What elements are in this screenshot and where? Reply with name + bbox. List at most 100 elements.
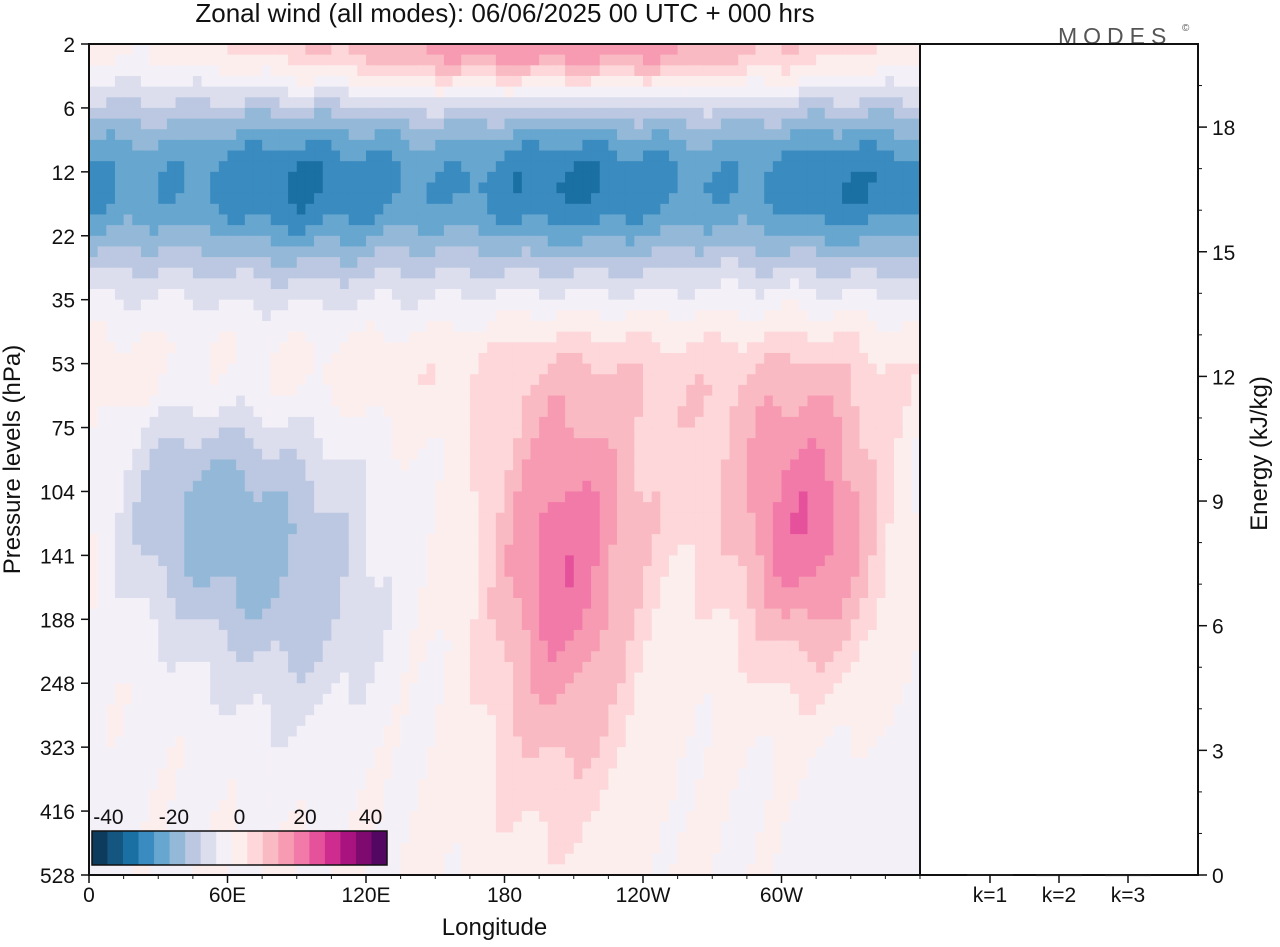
heatmap-cell: [158, 321, 168, 333]
heatmap-cell: [270, 448, 281, 461]
heatmap-cell: [833, 129, 843, 141]
heatmap-cell: [807, 97, 817, 109]
heatmap-cell: [175, 342, 185, 354]
heatmap-cell: [469, 129, 480, 141]
heatmap-cell: [357, 65, 367, 77]
heatmap-cell: [530, 246, 540, 258]
heatmap-cell: [192, 139, 203, 152]
heatmap-cell: [565, 214, 575, 226]
heatmap-cell: [703, 246, 713, 258]
heatmap-cell: [868, 65, 878, 77]
heatmap-cell: [521, 566, 532, 578]
heatmap-cell: [469, 331, 480, 343]
heatmap-cell: [703, 65, 713, 77]
heatmap-cell: [539, 129, 549, 141]
heatmap-cell: [426, 502, 436, 514]
heatmap-cell: [712, 107, 722, 120]
heatmap-cell: [417, 44, 428, 56]
heatmap-cell: [383, 150, 393, 162]
heatmap-cell: [824, 555, 835, 567]
heatmap-cell: [790, 182, 800, 194]
heatmap-cell: [322, 534, 332, 546]
heatmap-cell: [279, 523, 289, 535]
heatmap-cell: [201, 352, 211, 365]
heatmap-cell: [547, 374, 558, 386]
heatmap-cell: [391, 352, 402, 365]
heatmap-cell: [816, 555, 826, 567]
heatmap-cell: [712, 54, 722, 66]
heatmap-cell: [729, 331, 739, 343]
heatmap-cell: [729, 75, 739, 88]
heatmap-cell: [530, 480, 540, 493]
heatmap-cell: [651, 544, 661, 556]
heatmap-cell: [617, 267, 627, 279]
heatmap-cell: [201, 171, 211, 184]
heatmap-cell: [391, 555, 402, 567]
heatmap-cell: [582, 54, 592, 66]
heatmap-cell: [201, 459, 211, 471]
heatmap-cell: [184, 427, 194, 439]
heatmap-cell: [106, 587, 116, 599]
heatmap-cell: [495, 555, 506, 567]
heatmap-cell: [340, 214, 350, 226]
heatmap-cell: [504, 480, 514, 493]
heatmap-cell: [89, 352, 99, 365]
heatmap-cell: [876, 139, 886, 152]
heatmap-cell: [175, 576, 185, 588]
heatmap-cell: [383, 331, 393, 343]
heatmap-cell: [192, 523, 203, 535]
heatmap-cell: [755, 459, 765, 471]
heatmap-cell: [288, 214, 298, 226]
heatmap-cell: [634, 246, 644, 258]
heatmap-cell: [461, 459, 471, 471]
heatmap-cell: [772, 352, 783, 365]
heatmap-cell: [850, 225, 861, 237]
heatmap-cell: [123, 65, 133, 77]
heatmap-cell: [720, 502, 731, 514]
heatmap-cell: [539, 225, 549, 237]
heatmap-cell: [591, 44, 601, 56]
heatmap-cell: [608, 182, 618, 194]
heatmap-cell: [582, 459, 592, 471]
heatmap-cell: [175, 203, 185, 216]
heatmap-cell: [911, 54, 921, 66]
heatmap-cell: [192, 534, 203, 546]
heatmap-cell: [357, 491, 367, 503]
heatmap-cell: [253, 257, 263, 269]
heatmap-cell: [591, 374, 601, 386]
heatmap-cell: [253, 470, 263, 482]
heatmap-cell: [340, 118, 350, 130]
heatmap-cell: [305, 512, 315, 525]
heatmap-cell: [244, 576, 255, 588]
heatmap-cell: [340, 523, 350, 535]
heatmap-cell: [677, 576, 687, 588]
heatmap-cell: [314, 416, 324, 429]
heatmap-cell: [772, 534, 783, 546]
heatmap-cell: [824, 139, 835, 152]
heatmap-cell: [772, 267, 783, 279]
heatmap-cell: [539, 480, 549, 493]
heatmap-cell: [175, 182, 185, 194]
heatmap-cell: [218, 406, 229, 418]
heatmap-cell: [790, 225, 800, 237]
heatmap-cell: [175, 331, 185, 343]
heatmap-cell: [643, 310, 653, 322]
heatmap-cell: [833, 193, 843, 205]
heatmap-cell: [469, 235, 480, 248]
heatmap-cell: [97, 470, 107, 482]
heatmap-cell: [781, 406, 791, 418]
heatmap-cell: [469, 97, 480, 109]
heatmap-cell: [348, 129, 358, 141]
heatmap-cell: [677, 395, 687, 407]
heatmap-cell: [149, 480, 159, 493]
heatmap-cell: [911, 86, 921, 98]
heatmap-cell: [833, 427, 843, 439]
heatmap-cell: [746, 97, 757, 109]
heatmap-cell: [383, 65, 393, 77]
heatmap-cell: [296, 235, 307, 248]
heatmap-cell: [175, 214, 185, 226]
heatmap-cell: [314, 171, 324, 184]
heatmap-cell: [504, 534, 514, 546]
heatmap-cell: [253, 331, 263, 343]
heatmap-cell: [608, 107, 618, 120]
